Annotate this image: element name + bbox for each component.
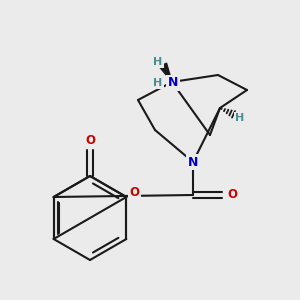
Text: H: H	[153, 78, 163, 88]
Text: O: O	[129, 186, 139, 199]
Text: H: H	[153, 57, 163, 67]
Text: O: O	[85, 134, 95, 146]
Text: H: H	[236, 113, 244, 123]
Text: O: O	[227, 188, 237, 202]
Polygon shape	[160, 63, 172, 82]
Text: N: N	[188, 155, 198, 169]
Text: N: N	[168, 76, 178, 89]
